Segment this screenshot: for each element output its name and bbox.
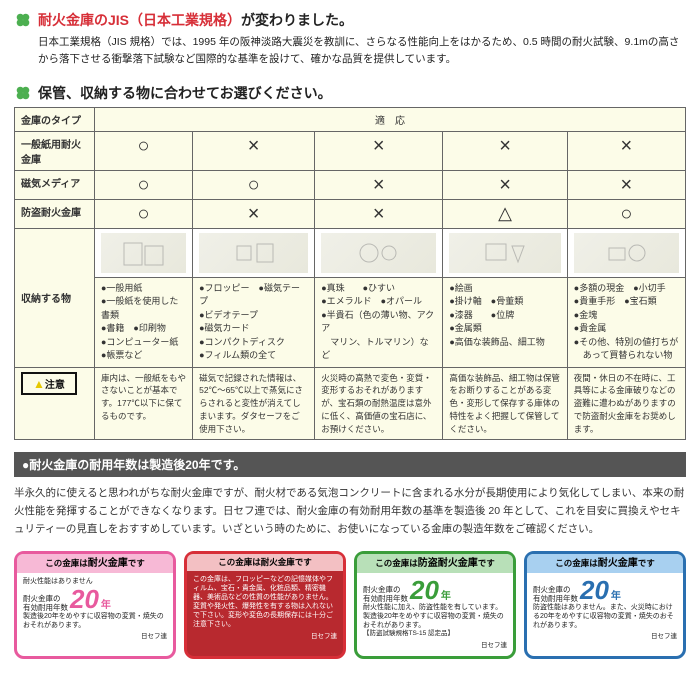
card-pink-body: 製造後20年をめやすに収容物の変質・焼失のおそれがあります。 (23, 612, 167, 630)
sym-2-1: × (193, 199, 315, 228)
heading-1: 耐火金庫のJIS（日本工業規格）が変わりました。 (14, 10, 686, 30)
card-green-20: 20 (410, 577, 439, 603)
label-cards-row: この金庫は耐火金庫です 耐火性能はありません 耐火金庫の 有効耐用年数 20 年… (14, 551, 686, 659)
clover-icon (14, 84, 32, 102)
caution-label: 注意 (45, 380, 65, 391)
sym-1-1: ○ (193, 170, 315, 199)
item-image-3 (443, 228, 567, 277)
items-3: ●絵画 ●掛け軸 ●骨董類 ●漆器 ●位牌 ●金属類 ●高価な装飾品、細工物 (443, 277, 567, 367)
row-label-0: 一般紙用耐火金庫 (15, 131, 95, 170)
sym-2-2: × (315, 199, 443, 228)
card-red-foot: 日セフ連 (193, 633, 337, 641)
card-green-note2: 【防盗試験規格TS-15 認定品】 (363, 630, 507, 638)
item-image-2 (315, 228, 443, 277)
items-2: ●真珠 ●ひすい ●エメラルド ●オパール ●半貴石（色の薄い物、アクア マリン… (315, 277, 443, 367)
clover-icon (14, 11, 32, 29)
item-image-4 (567, 228, 685, 277)
heading-1-red: 耐火金庫のJIS（日本工業規格） (38, 12, 241, 28)
items-0: ●一般用紙 ●一般紙を使用した書類 ●書籍 ●印刷物 ●コンピューター紙 ●帳票… (95, 277, 193, 367)
items-1: ●フロッピー ●磁気テープ ●ビデオテープ ●磁気カード ●コンパクトディスク … (193, 277, 315, 367)
caution-2: 火災時の高熱で変色・変質・変形するおそれがありますが、宝石類の耐熱温度は意外に低… (315, 367, 443, 440)
card-red-top: この金庫は耐火金庫です (187, 554, 343, 571)
sym-1-2: × (315, 170, 443, 199)
card-blue-top: この金庫は耐火金庫です (527, 554, 683, 573)
sym-2-3: △ (443, 199, 567, 228)
sym-1-3: × (443, 170, 567, 199)
card-blue: この金庫は耐火金庫です 耐火金庫の 有効耐用年数 20 年 防盗性能はありません… (524, 551, 686, 659)
heading-1-black: が変わりました。 (241, 12, 353, 28)
sym-1-4: × (567, 170, 685, 199)
items-4: ●多額の現金 ●小切手 ●貴重手形 ●宝石類 ●金塊 ●貴金属 ●その他、特別の… (567, 277, 685, 367)
item-image-0 (95, 228, 193, 277)
sym-0-2: × (315, 131, 443, 170)
card-green-top: この金庫は防盗耐火金庫です (357, 554, 513, 573)
card-green-mid-label: 耐火金庫の 有効耐用年数 (363, 585, 408, 603)
sym-0-3: × (443, 131, 567, 170)
heading-2: 保管、収納する物に合わせてお選びください。 (14, 83, 686, 103)
card-pink-mid-label: 耐火金庫の 有効耐用年数 (23, 594, 68, 612)
row-label-1: 磁気メディア (15, 170, 95, 199)
card-pink-foot: 日セフ連 (23, 633, 167, 641)
caution-1: 磁気で記録された情報は、52℃〜65℃以上で蒸気にさらされると変性が消えてしまい… (193, 367, 315, 440)
intro-text: 日本工業規格（JIS 規格）では、1995 年の阪神淡路大震災を教訓に、さらなる… (38, 34, 686, 69)
sym-1-0: ○ (95, 170, 193, 199)
card-pink-top: この金庫は耐火金庫です (17, 554, 173, 573)
card-green-unit: 年 (441, 590, 451, 603)
caution-3: 高価な装飾品、細工物は保管をお断りすることがある変色・変形して保存する庫体の特性… (443, 367, 567, 440)
card-red-body: この金庫は、フロッピーなどの記憶媒体やフィルム、宝石・貴金属、化粧品類、精密機器… (193, 575, 337, 630)
row-items-header: 収納する物 (15, 228, 95, 367)
sym-2-4: ○ (567, 199, 685, 228)
sym-0-0: ○ (95, 131, 193, 170)
sym-0-1: × (193, 131, 315, 170)
caution-0: 庫内は、一般紙をもやさないことが基本です。177℃以下に保てるものです。 (95, 367, 193, 440)
warning-icon: ▲ (33, 377, 45, 391)
item-image-1 (193, 228, 315, 277)
card-green-body: 耐火性能に加え、防盗性能を有しています。製造後20年をめやすに収容物の変質・焼失… (363, 603, 507, 630)
card-blue-body: 防盗性能はありません。また、火災時における20年をめやすに収容物の変質・焼失のお… (533, 603, 677, 630)
card-blue-unit: 年 (611, 590, 621, 603)
card-green: この金庫は防盗耐火金庫です 耐火金庫の 有効耐用年数 20 年 耐火性能に加え、… (354, 551, 516, 659)
card-pink-unit: 年 (101, 599, 111, 612)
card-blue-mid-label: 耐火金庫の 有効耐用年数 (533, 585, 578, 603)
card-blue-20: 20 (580, 577, 609, 603)
card-green-foot: 日セフ連 (363, 642, 507, 650)
lifespan-paragraph: 半永久的に使えると思われがちな耐火金庫ですが、耐火材である気泡コンクリートに含ま… (14, 485, 686, 539)
compatibility-table: 金庫のタイプ 適 応 一般紙用耐火金庫 ○ × × × × 磁気メディア ○ ○… (14, 107, 686, 441)
heading-2-text: 保管、収納する物に合わせてお選びください。 (38, 83, 332, 103)
lifespan-band: ●耐火金庫の耐用年数は製造後20年です。 (14, 452, 686, 477)
sym-0-4: × (567, 131, 685, 170)
card-pink: この金庫は耐火金庫です 耐火性能はありません 耐火金庫の 有効耐用年数 20 年… (14, 551, 176, 659)
card-pink-20: 20 (70, 586, 99, 612)
card-blue-foot: 日セフ連 (533, 633, 677, 641)
th-compat: 適 応 (95, 107, 686, 131)
th-type: 金庫のタイプ (15, 107, 95, 131)
card-red: この金庫は耐火金庫です この金庫は、フロッピーなどの記憶媒体やフィルム、宝石・貴… (184, 551, 346, 659)
row-label-2: 防盗耐火金庫 (15, 199, 95, 228)
caution-header-cell: ▲注意 (15, 367, 95, 440)
caution-4: 夜間・休日の不在時に、工具等による金庫破りなどの盗難に遭わぬがありますので防盗耐… (567, 367, 685, 440)
sym-2-0: ○ (95, 199, 193, 228)
